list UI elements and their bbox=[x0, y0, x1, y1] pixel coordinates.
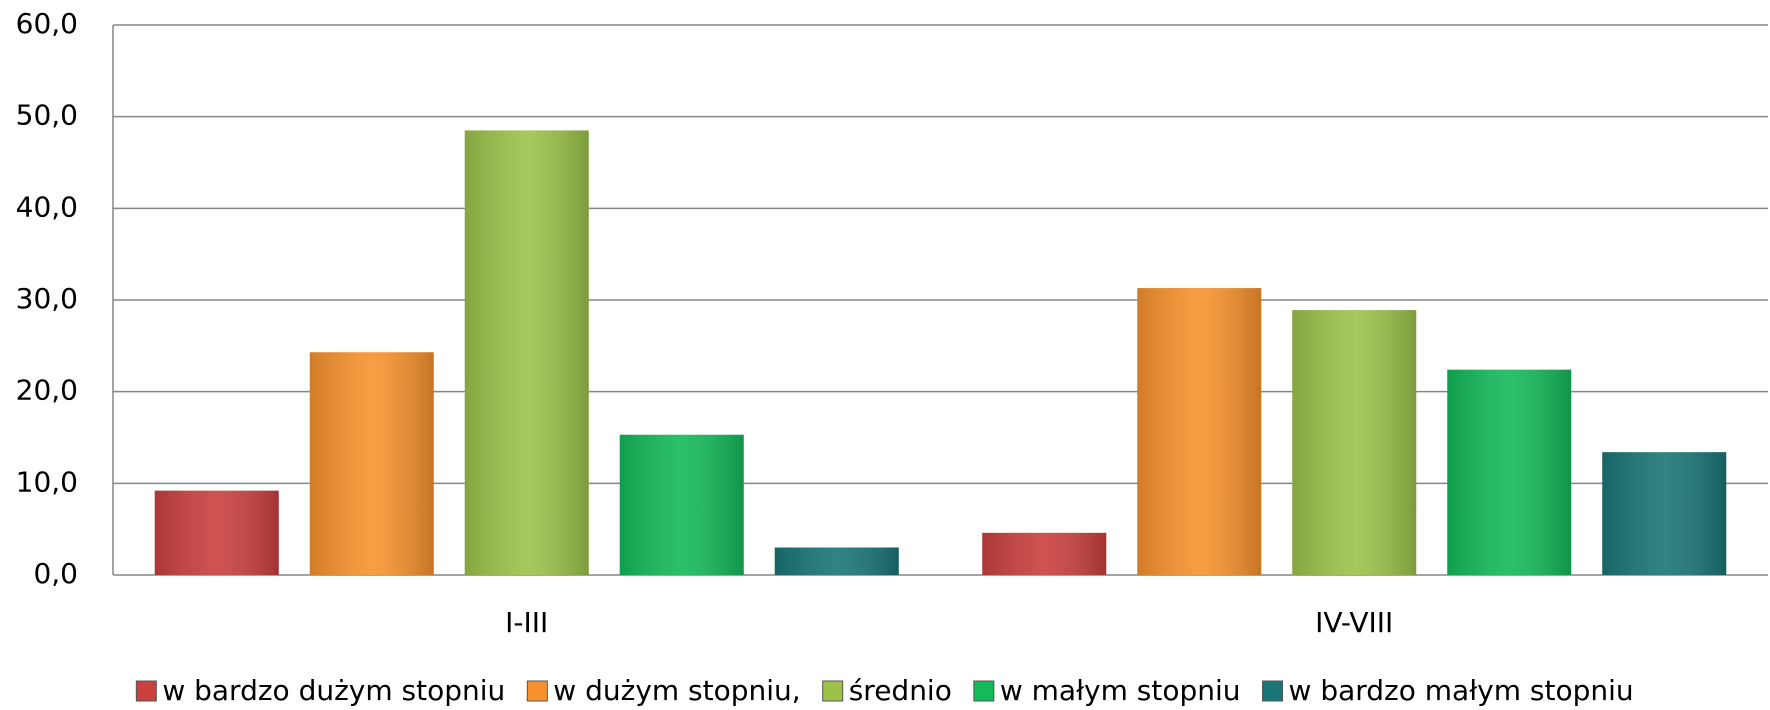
bar-shade bbox=[619, 434, 744, 575]
y-tick-label: 20,0 bbox=[16, 374, 78, 407]
legend-label: średnio bbox=[849, 674, 952, 707]
legend-swatch bbox=[135, 680, 157, 702]
bar-shade bbox=[154, 490, 279, 575]
bar-shade bbox=[982, 532, 1107, 575]
y-tick-label: 40,0 bbox=[16, 190, 78, 223]
legend-swatch bbox=[1262, 680, 1284, 702]
y-tick-label: 0,0 bbox=[33, 557, 78, 590]
legend-label: w małym stopniu bbox=[1000, 674, 1241, 707]
bar-shade bbox=[1447, 369, 1572, 575]
bar-shade bbox=[1602, 452, 1727, 575]
bar-shade bbox=[1137, 288, 1262, 575]
legend-label: w bardzo dużym stopniu bbox=[162, 674, 505, 707]
x-tick-label: IV-VIII bbox=[1315, 606, 1393, 639]
x-tick-label: I-III bbox=[505, 606, 548, 639]
bar-shade bbox=[464, 130, 589, 575]
bar-shade bbox=[1292, 310, 1417, 575]
bar-shade bbox=[774, 547, 899, 575]
legend-label: w dużym stopniu, bbox=[553, 674, 800, 707]
y-tick-label: 30,0 bbox=[16, 282, 78, 315]
legend-swatch bbox=[973, 680, 995, 702]
y-tick-label: 60,0 bbox=[16, 7, 78, 40]
legend-swatch bbox=[526, 680, 548, 702]
legend-label: w bardzo małym stopniu bbox=[1289, 674, 1634, 707]
bar-shade bbox=[309, 352, 434, 575]
y-tick-label: 10,0 bbox=[16, 465, 78, 498]
y-tick-label: 50,0 bbox=[16, 99, 78, 132]
legend-swatch bbox=[822, 680, 844, 702]
